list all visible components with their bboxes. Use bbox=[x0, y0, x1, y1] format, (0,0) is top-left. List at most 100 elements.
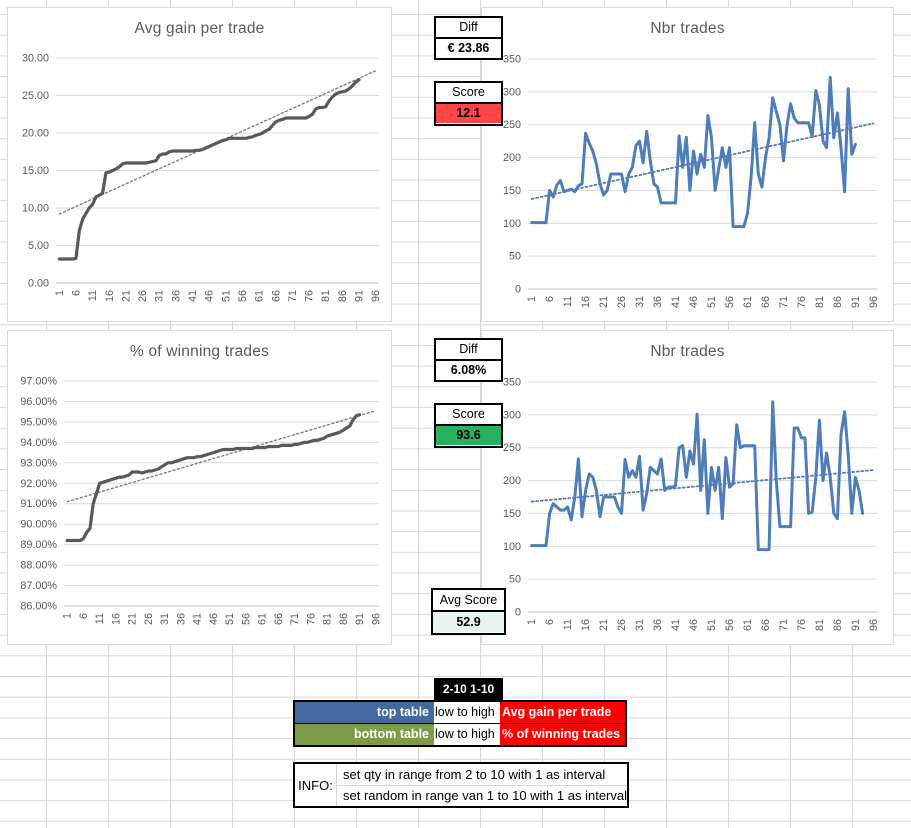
legend-metric: Avg gain per trade bbox=[500, 702, 625, 723]
svg-text:36: 36 bbox=[652, 619, 664, 631]
svg-text:50: 50 bbox=[509, 251, 521, 263]
svg-text:51: 51 bbox=[220, 290, 232, 302]
diff-box-bottom: Diff 6.08% bbox=[434, 338, 503, 382]
svg-text:87.00%: 87.00% bbox=[20, 580, 57, 592]
svg-text:6: 6 bbox=[544, 619, 556, 625]
svg-text:81: 81 bbox=[814, 619, 826, 631]
svg-text:0: 0 bbox=[515, 607, 521, 619]
series-line bbox=[57, 78, 361, 261]
svg-text:1: 1 bbox=[526, 296, 538, 302]
svg-text:16: 16 bbox=[580, 619, 592, 631]
svg-text:86: 86 bbox=[832, 619, 844, 631]
svg-text:61: 61 bbox=[254, 290, 266, 302]
svg-text:11: 11 bbox=[562, 619, 574, 630]
x-axis-labels: 1 6 11 16 21 26 31 36 41 46 51 56 61 66 71 76 81 86 91 96 bbox=[62, 613, 383, 625]
svg-text:66: 66 bbox=[760, 296, 772, 308]
svg-text:300: 300 bbox=[503, 86, 521, 98]
svg-text:10.00: 10.00 bbox=[22, 203, 49, 215]
svg-text:96.00%: 96.00% bbox=[20, 396, 57, 408]
svg-text:51: 51 bbox=[706, 296, 718, 308]
svg-text:26: 26 bbox=[616, 619, 628, 631]
svg-text:41: 41 bbox=[670, 296, 682, 308]
svg-text:50: 50 bbox=[509, 574, 521, 586]
svg-text:21: 21 bbox=[120, 290, 132, 302]
diff-label: Diff bbox=[436, 18, 501, 37]
svg-text:61: 61 bbox=[742, 619, 754, 631]
svg-text:250: 250 bbox=[503, 442, 521, 454]
svg-text:56: 56 bbox=[240, 613, 252, 625]
svg-text:71: 71 bbox=[289, 613, 301, 625]
svg-text:300: 300 bbox=[503, 409, 521, 421]
svg-text:91: 91 bbox=[850, 619, 862, 631]
avg-score-value: 52.9 bbox=[433, 610, 504, 632]
svg-text:1: 1 bbox=[526, 619, 538, 625]
chart-canvas: 86.00% 87.00% 88.00% 89.00% 90.00% 91.00% 92.0… bbox=[20, 376, 383, 626]
svg-text:100: 100 bbox=[503, 541, 521, 553]
svg-text:11: 11 bbox=[87, 290, 99, 301]
trendline bbox=[58, 70, 377, 215]
series-line bbox=[530, 75, 857, 229]
legend-row-bottom-table: bottom table low to high % of winning tr… bbox=[295, 723, 625, 745]
svg-text:36: 36 bbox=[170, 290, 182, 302]
svg-text:76: 76 bbox=[305, 613, 317, 625]
svg-text:88.00%: 88.00% bbox=[20, 560, 57, 572]
svg-text:96: 96 bbox=[868, 296, 880, 308]
svg-text:94.00%: 94.00% bbox=[20, 437, 57, 449]
svg-text:200: 200 bbox=[503, 475, 521, 487]
x-axis-labels: 1 6 11 16 21 26 31 36 41 46 51 56 61 66 71 76 81 86 91 96 bbox=[526, 296, 880, 308]
svg-text:81: 81 bbox=[320, 290, 332, 302]
score-value: 12.1 bbox=[436, 102, 501, 123]
info-lines: set qty in range from 2 to 10 with 1 as … bbox=[337, 764, 627, 806]
svg-text:31: 31 bbox=[634, 296, 646, 308]
svg-text:93.00%: 93.00% bbox=[20, 457, 57, 469]
svg-text:30.00: 30.00 bbox=[22, 53, 49, 65]
svg-text:51: 51 bbox=[224, 613, 236, 625]
diff-value: € 23.86 bbox=[436, 37, 501, 58]
svg-text:16: 16 bbox=[580, 296, 592, 308]
diff-label: Diff bbox=[436, 340, 501, 359]
chart-title: Avg gain per trade bbox=[134, 20, 265, 37]
info-line: set random in range van 1 to 10 with 1 a… bbox=[337, 784, 627, 806]
svg-text:71: 71 bbox=[287, 290, 299, 302]
svg-text:36: 36 bbox=[652, 296, 664, 308]
svg-text:61: 61 bbox=[742, 296, 754, 308]
svg-text:6: 6 bbox=[544, 296, 556, 302]
svg-text:5.00: 5.00 bbox=[28, 240, 49, 252]
svg-text:0.00: 0.00 bbox=[28, 278, 49, 290]
svg-text:86: 86 bbox=[337, 290, 349, 302]
score-box-bottom: Score 93.6 bbox=[434, 403, 503, 448]
svg-text:91: 91 bbox=[850, 296, 862, 308]
svg-text:81: 81 bbox=[814, 296, 826, 308]
avg-score-label: Avg Score bbox=[433, 590, 504, 610]
svg-text:150: 150 bbox=[503, 508, 521, 520]
legend-row-top-table: top table low to high Avg gain per trade bbox=[295, 702, 625, 723]
score-label: Score bbox=[436, 83, 501, 102]
info-box: INFO: set qty in range from 2 to 10 with… bbox=[293, 762, 629, 808]
chart-nbr-trades-bottom: Nbr trades 0 50 100 150 200 250 300 350 1 6 11 16 21… bbox=[481, 330, 894, 645]
x-axis-labels: 1 6 11 16 21 26 31 36 41 46 51 56 61 66 71 76 81 86 91 96 bbox=[54, 290, 382, 302]
svg-text:350: 350 bbox=[503, 377, 521, 389]
svg-text:6: 6 bbox=[78, 613, 90, 619]
svg-text:91.00%: 91.00% bbox=[20, 498, 57, 510]
svg-text:31: 31 bbox=[154, 290, 166, 302]
svg-text:86: 86 bbox=[832, 296, 844, 308]
svg-text:0: 0 bbox=[515, 284, 521, 296]
svg-text:71: 71 bbox=[778, 619, 790, 631]
svg-text:66: 66 bbox=[270, 290, 282, 302]
gridlines bbox=[56, 57, 379, 284]
svg-text:95.00%: 95.00% bbox=[20, 416, 57, 428]
svg-text:51: 51 bbox=[706, 619, 718, 631]
svg-text:36: 36 bbox=[175, 613, 187, 625]
info-line: set qty in range from 2 to 10 with 1 as … bbox=[343, 766, 606, 782]
svg-text:350: 350 bbox=[503, 54, 521, 66]
chart-title: Nbr trades bbox=[650, 343, 725, 360]
svg-text:56: 56 bbox=[237, 290, 249, 302]
chart-title: Nbr trades bbox=[650, 20, 725, 37]
svg-text:16: 16 bbox=[111, 613, 123, 625]
svg-text:97.00%: 97.00% bbox=[20, 376, 57, 388]
svg-text:31: 31 bbox=[634, 619, 646, 631]
svg-text:26: 26 bbox=[616, 296, 628, 308]
